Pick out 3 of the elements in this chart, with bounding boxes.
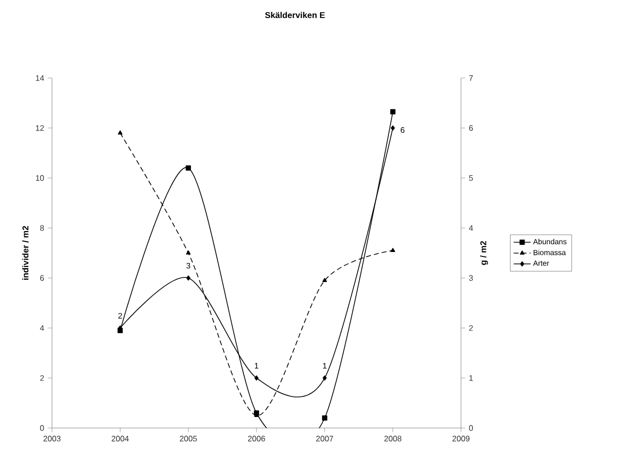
y-axis-title: individer / m2 [22, 226, 29, 280]
chart-title: Skälderviken E [265, 12, 325, 18]
y2-axis-title: g / m2 [480, 241, 488, 265]
